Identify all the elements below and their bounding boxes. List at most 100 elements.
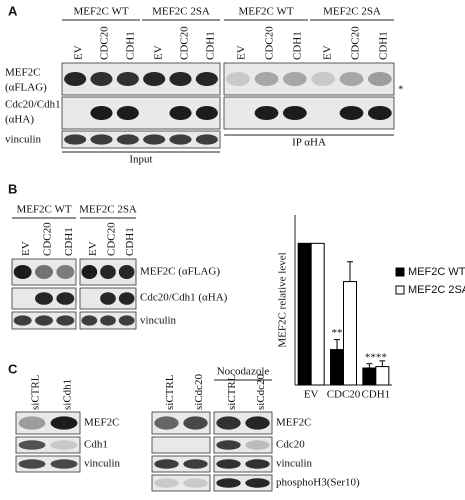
band (339, 72, 364, 86)
band (216, 459, 241, 469)
lane-label: CDH1 (205, 31, 217, 60)
band (195, 72, 218, 86)
lane-label: siCTRL (226, 374, 238, 410)
lane-label: siCdc20 (255, 373, 267, 410)
panel-label: C (8, 361, 18, 376)
lane-label: CDH1 (292, 31, 304, 60)
band (90, 134, 113, 145)
x-tick-label: CDC20 (327, 389, 361, 401)
band (195, 134, 218, 145)
error-bar (379, 360, 386, 367)
ip-label: IP αHA (292, 137, 326, 149)
band (118, 292, 135, 305)
band (245, 459, 270, 469)
lane-label: EV (73, 45, 85, 60)
band (116, 134, 139, 145)
asterisk: * (398, 84, 404, 96)
row-label: MEF2C (276, 417, 311, 429)
band (154, 478, 179, 488)
band (64, 72, 87, 86)
lane-label: CDH1 (124, 227, 136, 256)
band (118, 265, 135, 279)
band (116, 72, 139, 86)
lane-label: CDC20 (179, 26, 191, 60)
row-label: Cdh1 (84, 439, 108, 451)
bar (362, 367, 377, 386)
row-label: MEF2C (84, 417, 119, 429)
band (50, 440, 78, 450)
row-label: Cdc20/Cdh1 (5, 99, 61, 111)
row-label: (αHA) (5, 114, 34, 126)
row-label: vinculin (5, 134, 42, 146)
legend-swatch (395, 267, 405, 277)
band (56, 265, 75, 279)
lane-label: EV (153, 45, 165, 60)
band (118, 315, 135, 326)
band (56, 292, 75, 305)
row-label: vinculin (276, 458, 313, 470)
bar (330, 349, 344, 386)
band (216, 416, 241, 430)
lane-label: EV (322, 45, 334, 60)
group-title: MEF2C WT (238, 6, 293, 18)
band (35, 292, 53, 305)
lane-label: EV (87, 241, 99, 256)
legend-label: MEF2C WT (408, 266, 465, 278)
lane-label: CDH1 (378, 31, 390, 60)
band (50, 416, 78, 430)
legend-label: MEF2C 2SA (408, 284, 465, 296)
lane-label: siCTRL (30, 374, 42, 410)
group-title: MEF2C WT (73, 6, 128, 18)
x-tick-label: CDH1 (361, 389, 390, 401)
error-bar (347, 261, 353, 282)
bar (375, 366, 390, 386)
band (183, 459, 208, 469)
band (154, 459, 179, 469)
band (183, 478, 208, 488)
panel-label: A (8, 3, 18, 18)
x-tick-label: EV (304, 389, 319, 401)
group-title: MEF2C 2SA (323, 6, 381, 18)
input-label: Input (129, 154, 152, 166)
band (311, 72, 336, 86)
y-axis-label: MEF2C relative level (277, 252, 289, 347)
band (13, 315, 32, 326)
row-label: vinculin (84, 458, 121, 470)
band (56, 315, 75, 326)
group-title: MEF2C 2SA (152, 6, 210, 18)
band (367, 72, 392, 86)
lane-label: siCdh1 (62, 379, 74, 410)
row-label: phosphoH3(Ser10) (276, 477, 360, 489)
band (245, 416, 270, 430)
band (90, 72, 113, 86)
band (143, 134, 166, 145)
lane-label: CDC20 (42, 222, 54, 256)
row-label: (αFLAG) (5, 82, 47, 94)
blot (151, 436, 211, 454)
band (367, 106, 392, 120)
band (18, 416, 46, 430)
band (339, 106, 364, 120)
band (13, 265, 32, 279)
significance: ** (332, 327, 343, 339)
band (35, 315, 53, 326)
error-bar (334, 339, 340, 350)
band (195, 106, 218, 120)
band (254, 106, 279, 120)
band (50, 459, 78, 469)
band (216, 478, 241, 488)
lane-label: EV (20, 241, 32, 256)
band (169, 72, 192, 86)
band (100, 292, 116, 305)
blot (61, 96, 221, 130)
lane-label: CDC20 (264, 26, 276, 60)
treatment-label: Nocodazole (217, 366, 270, 378)
group-title: MEF2C 2SA (79, 204, 137, 216)
lane-label: siCdc20 (193, 373, 205, 410)
band (226, 72, 251, 86)
band (216, 440, 241, 450)
row-label: Cdc20/Cdh1 (αHA) (140, 292, 228, 304)
lane-label: CDH1 (63, 227, 75, 256)
blot (151, 474, 211, 492)
band (245, 478, 270, 488)
